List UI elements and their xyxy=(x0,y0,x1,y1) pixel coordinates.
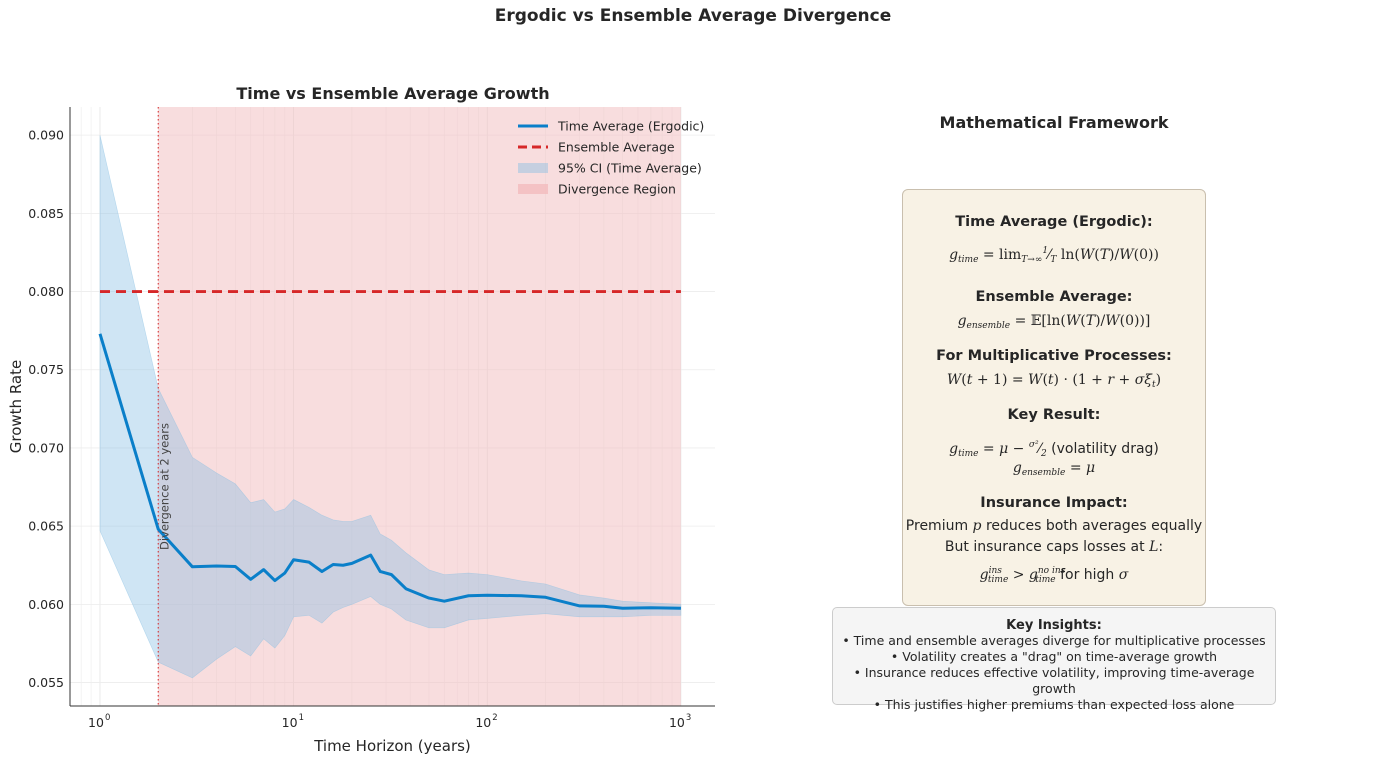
key-result-formula-1: gtime = μ − σ²⁄2 (volatility drag) xyxy=(949,440,1159,459)
insights-heading: Key Insights: xyxy=(1006,618,1102,633)
framework-box: Time Average (Ergodic): gtime = limT→∞1⁄… xyxy=(902,189,1206,606)
x-tick-exponent: 3 xyxy=(686,713,691,723)
insurance-line-1: Premium p reduces both averages equally xyxy=(905,518,1203,534)
y-axis-label: Growth Rate xyxy=(7,360,25,453)
x-tick-label: 10 xyxy=(475,715,491,730)
x-tick-label: 10 xyxy=(669,715,685,730)
legend-label: Ensemble Average xyxy=(558,140,675,155)
insurance-heading: Insurance Impact: xyxy=(980,495,1128,511)
insurance-line-3: ginstime > gno instime for high σ xyxy=(979,566,1129,585)
insight-item: • Insurance reduces effective volatility… xyxy=(853,665,1255,696)
y-tick-label: 0.060 xyxy=(28,597,64,612)
legend-label: 95% CI (Time Average) xyxy=(558,161,702,176)
x-tick-exponent: 2 xyxy=(492,713,497,723)
x-tick-exponent: 0 xyxy=(105,713,110,723)
divergence-annotation: Divergence at 2 years xyxy=(157,423,171,550)
insight-item: • This justifies higher premiums than ex… xyxy=(873,697,1235,712)
x-tick-label: 10 xyxy=(282,715,298,730)
y-tick-label: 0.055 xyxy=(28,675,64,690)
multiplicative-heading: For Multiplicative Processes: xyxy=(936,348,1172,364)
x-tick-exponent: 1 xyxy=(299,713,304,723)
x-tick-label: 10 xyxy=(88,715,104,730)
y-tick-label: 0.065 xyxy=(28,519,64,534)
insurance-line-2: But insurance caps losses at L: xyxy=(944,539,1164,555)
key-result-heading: Key Result: xyxy=(1007,407,1101,423)
legend-label: Divergence Region xyxy=(558,182,676,197)
time-average-formula: gtime = limT→∞1⁄T ln(W(T)/W(0)) xyxy=(949,246,1159,265)
insight-item: • Time and ensemble averages diverge for… xyxy=(842,633,1266,648)
key-result-formula-2: gensemble = μ xyxy=(1012,460,1096,478)
multiplicative-formula: W(t + 1) = W(t) · (1 + r + σξt) xyxy=(946,372,1162,390)
ensemble-heading: Ensemble Average: xyxy=(975,289,1133,305)
time-average-heading: Time Average (Ergodic): xyxy=(955,214,1153,230)
y-tick-label: 0.085 xyxy=(28,206,64,221)
legend-swatch-patch xyxy=(518,163,548,173)
insight-item: • Volatility creates a "drag" on time-av… xyxy=(890,649,1218,664)
y-tick-label: 0.080 xyxy=(28,284,64,299)
legend-swatch-patch xyxy=(518,184,548,194)
y-tick-label: 0.090 xyxy=(28,128,64,143)
ensemble-formula: gensemble = 𝔼[ln(W(T)/W(0))] xyxy=(957,313,1151,331)
y-tick-label: 0.075 xyxy=(28,362,64,377)
figure-suptitle: Ergodic vs Ensemble Average Divergence xyxy=(494,6,892,26)
legend-label: Time Average (Ergodic) xyxy=(557,119,704,134)
y-tick-label: 0.070 xyxy=(28,440,64,455)
confidence-band xyxy=(99,135,682,679)
key-insights-box: Key Insights: • Time and ensemble averag… xyxy=(832,607,1276,712)
time-average-line xyxy=(98,333,681,610)
framework-title: Mathematical Framework xyxy=(939,113,1169,132)
x-axis-label: Time Horizon (years) xyxy=(313,737,471,755)
chart-title: Time vs Ensemble Average Growth xyxy=(236,84,549,103)
